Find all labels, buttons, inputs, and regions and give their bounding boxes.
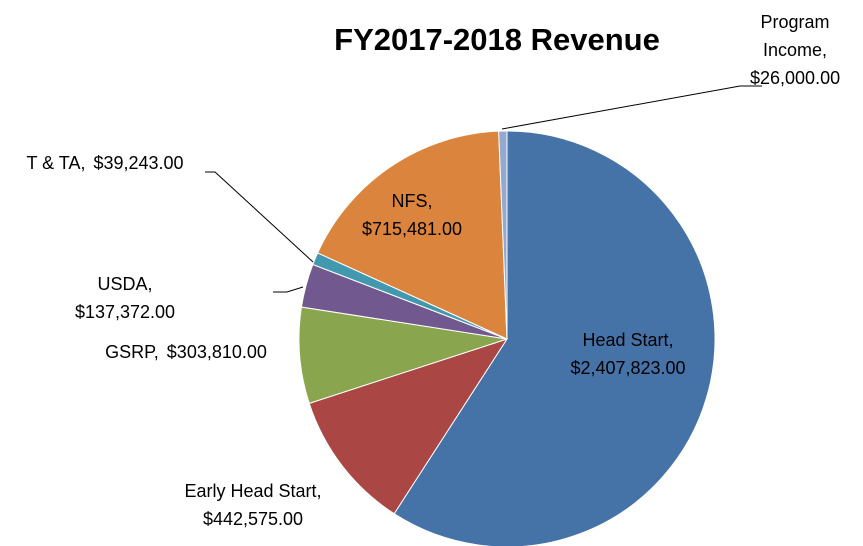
data-label: NFS, $715,481.00 bbox=[332, 187, 492, 243]
pie-slice bbox=[498, 130, 508, 340]
slice-name: GSRP, bbox=[105, 342, 159, 362]
pie-slice bbox=[393, 130, 716, 546]
slice-name: T & TA, bbox=[26, 153, 86, 173]
slice-name: USDA, bbox=[97, 274, 153, 294]
slice-value: $303,810.00 bbox=[166, 342, 267, 362]
data-label: USDA, $137,372.00 bbox=[25, 270, 225, 326]
slice-name: Early Head Start, bbox=[184, 481, 322, 501]
leader-line bbox=[273, 286, 304, 293]
pie-slice bbox=[316, 130, 508, 340]
data-label: T & TA, $39,243.00 bbox=[0, 149, 215, 177]
data-label: Program Income, $26,000.00 bbox=[750, 8, 840, 92]
slice-value: $137,372.00 bbox=[74, 302, 176, 322]
leader-line bbox=[205, 171, 314, 263]
slice-value: $26,000.00 bbox=[750, 68, 841, 88]
slice-value: $715,481.00 bbox=[361, 219, 463, 239]
slice-name: Program Income, bbox=[760, 12, 830, 60]
data-label: GSRP, $303,810.00 bbox=[56, 338, 316, 366]
slice-value: $2,407,823.00 bbox=[570, 358, 686, 378]
slice-value: $39,243.00 bbox=[93, 153, 184, 173]
slice-value: $442,575.00 bbox=[202, 509, 304, 529]
leader-line bbox=[501, 85, 762, 130]
slice-name: NFS, bbox=[391, 191, 433, 211]
chart-title: FY2017-2018 Revenue bbox=[334, 22, 660, 57]
data-label: Early Head Start, $442,575.00 bbox=[153, 477, 353, 533]
slice-name: Head Start, bbox=[582, 330, 674, 350]
pie-slice bbox=[308, 338, 509, 515]
data-label: Head Start, $2,407,823.00 bbox=[528, 326, 728, 382]
